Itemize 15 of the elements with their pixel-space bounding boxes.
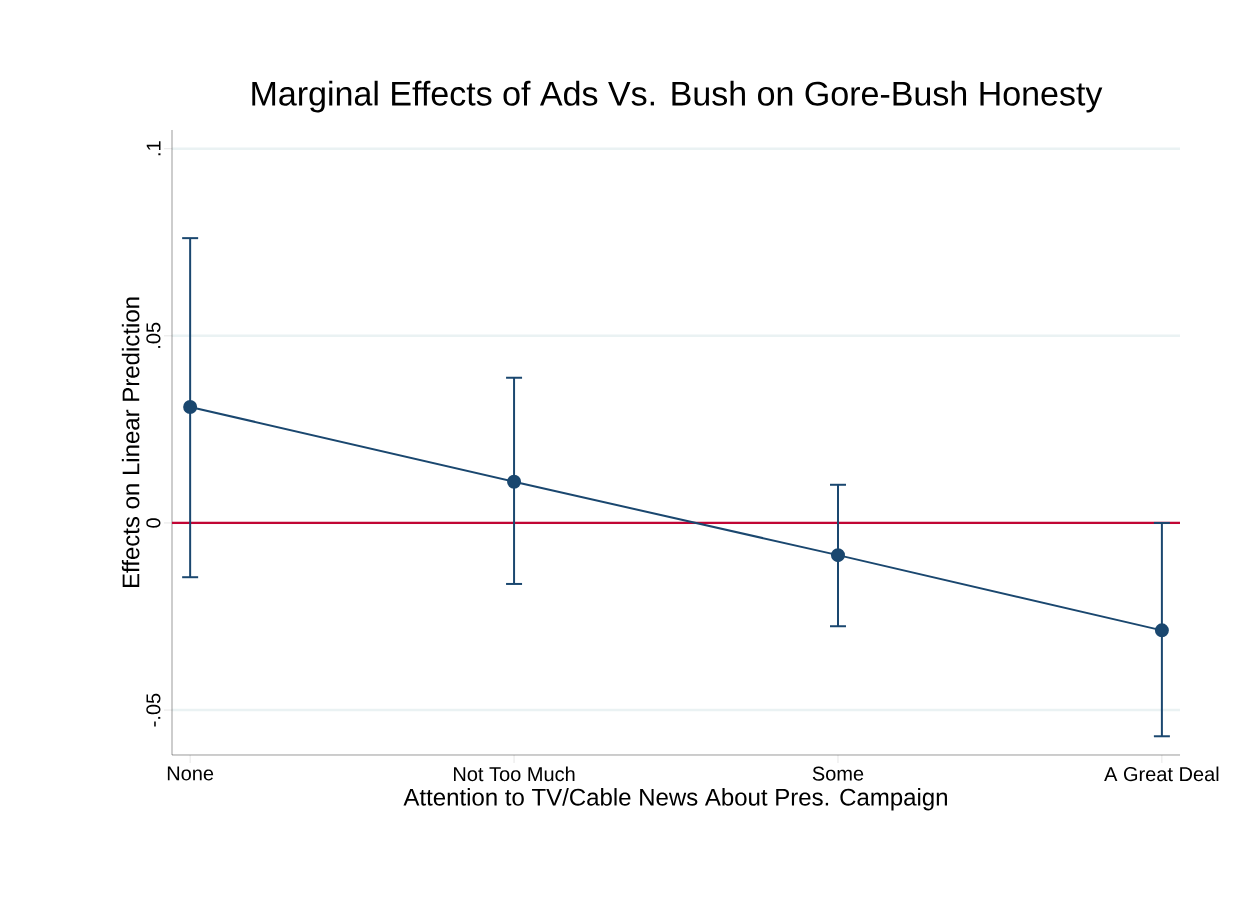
point bbox=[830, 548, 845, 563]
y-tick-label: 0 bbox=[146, 518, 161, 528]
point bbox=[507, 474, 522, 489]
x-tick-label: A Great Deal bbox=[1104, 766, 1219, 782]
y-tick-label: -.05 bbox=[146, 693, 161, 727]
y-tick-label: .1 bbox=[146, 141, 161, 156]
x-tick-label: None bbox=[167, 766, 214, 781]
point bbox=[183, 399, 198, 414]
point bbox=[1154, 623, 1169, 638]
x-tick-label: Not Too Much bbox=[454, 766, 575, 782]
x-tick-label: Some bbox=[812, 766, 864, 781]
chart-title: Marginal Effects of Ads Vs. Bush on Gore-Bush Honesty bbox=[252, 80, 1103, 113]
x-axis-title: Attention to TV/Cable News About Pres. Campaign bbox=[403, 788, 947, 811]
y-tick-label: .05 bbox=[146, 322, 161, 348]
y-axis-title: Effects on Linear Prediction bbox=[121, 297, 140, 588]
